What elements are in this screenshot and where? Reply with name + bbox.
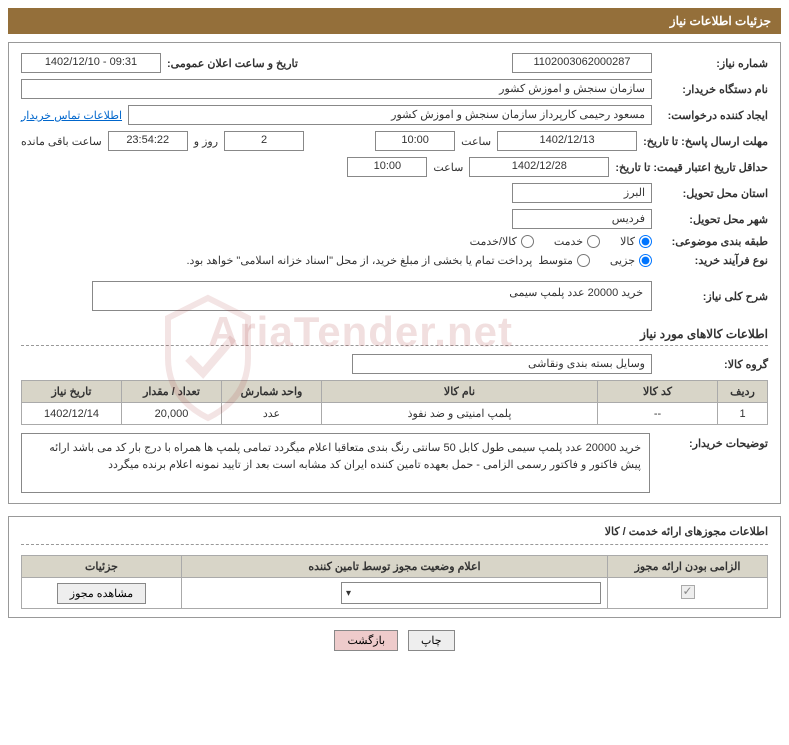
process-medium-radio[interactable]: متوسط: [538, 254, 590, 267]
remaining-label: ساعت باقی مانده: [21, 135, 102, 148]
view-license-button[interactable]: مشاهده مجوز: [57, 583, 146, 604]
city-label: شهر محل تحویل:: [658, 213, 768, 226]
need-number-label: شماره نیاز:: [658, 57, 768, 70]
th-code: کد کالا: [598, 381, 718, 403]
cell-unit: عدد: [222, 403, 322, 425]
process-note: پرداخت تمام یا بخشی از مبلغ خرید، از محل…: [187, 254, 533, 267]
license-panel: اطلاعات مجوزهای ارائه خدمت / کالا الزامی…: [8, 516, 781, 618]
category-goods-radio[interactable]: کالا: [620, 235, 652, 248]
required-checkbox: [681, 585, 695, 599]
time-label-2: ساعت: [433, 161, 463, 174]
radio-medium-label: متوسط: [538, 254, 573, 267]
cell-qty: 20,000: [122, 403, 222, 425]
category-label: طبقه بندی موضوعی:: [658, 235, 768, 248]
response-deadline-label: مهلت ارسال پاسخ: تا تاریخ:: [643, 135, 768, 148]
process-small-radio[interactable]: جزیی: [610, 254, 652, 267]
need-number-value: 1102003062000287: [512, 53, 652, 73]
buyer-desc-label: توضیحات خریدار:: [658, 433, 768, 450]
requester-label: ایجاد کننده درخواست:: [658, 109, 768, 122]
th-qty: تعداد / مقدار: [122, 381, 222, 403]
days-and-label: روز و: [194, 135, 218, 148]
province-value: البرز: [512, 183, 652, 203]
cell-idx: 1: [718, 403, 768, 425]
summary-label: شرح کلی نیاز:: [658, 290, 768, 303]
requester-value: مسعود رحیمی کارپرداز سازمان سنجش و اموزش…: [128, 105, 652, 125]
cell-date: 1402/12/14: [22, 403, 122, 425]
buyer-org-value: سازمان سنجش و اموزش کشور: [21, 79, 652, 99]
panel-header: جزئیات اطلاعات نیاز: [8, 8, 781, 34]
validity-date: 1402/12/28: [469, 157, 609, 177]
group-value: وسایل بسته بندی ونقاشی: [352, 354, 652, 374]
province-label: استان محل تحویل:: [658, 187, 768, 200]
license-section-title: اطلاعات مجوزهای ارائه خدمت / کالا: [21, 525, 768, 545]
radio-goods-label: کالا: [620, 235, 635, 248]
license-table: الزامی بودن ارائه مجوز اعلام وضعیت مجوز …: [21, 555, 768, 609]
lic-required-cell: [608, 578, 768, 609]
process-label: نوع فرآیند خرید:: [658, 254, 768, 267]
th-name: نام کالا: [322, 381, 598, 403]
radio-both-label: کالا/خدمت: [470, 235, 517, 248]
buyer-desc-box: خرید 20000 عدد پلمپ سیمی طول کابل 50 سان…: [21, 433, 650, 493]
lic-th-required: الزامی بودن ارائه مجوز: [608, 556, 768, 578]
goods-table: ردیف کد کالا نام کالا واحد شمارش تعداد /…: [21, 380, 768, 425]
lic-status-cell: ▾: [182, 578, 608, 609]
response-time: 10:00: [375, 131, 455, 151]
group-label: گروه کالا:: [658, 358, 768, 371]
th-unit: واحد شمارش: [222, 381, 322, 403]
announce-label: تاریخ و ساعت اعلان عمومی:: [167, 57, 298, 70]
main-panel: شماره نیاز: 1102003062000287 تاریخ و ساع…: [8, 42, 781, 504]
cell-code: --: [598, 403, 718, 425]
days-remaining: 2: [224, 131, 304, 151]
goods-section-title: اطلاعات کالاهای مورد نیاز: [21, 321, 768, 346]
lic-detail-cell: مشاهده مجوز: [22, 578, 182, 609]
response-date: 1402/12/13: [497, 131, 637, 151]
validity-label: حداقل تاریخ اعتبار قیمت: تا تاریخ:: [615, 161, 768, 174]
cell-name: پلمپ امنیتی و ضد نفوذ: [322, 403, 598, 425]
footer-buttons: چاپ بازگشت: [8, 630, 781, 651]
radio-small[interactable]: [639, 254, 652, 267]
radio-medium[interactable]: [577, 254, 590, 267]
back-button[interactable]: بازگشت: [334, 630, 398, 651]
radio-service[interactable]: [587, 235, 600, 248]
radio-small-label: جزیی: [610, 254, 635, 267]
validity-time: 10:00: [347, 157, 427, 177]
city-value: فردیس: [512, 209, 652, 229]
print-button[interactable]: چاپ: [408, 630, 455, 651]
buyer-org-label: نام دستگاه خریدار:: [658, 83, 768, 96]
status-select[interactable]: ▾: [341, 582, 601, 604]
announce-value: 1402/12/10 - 09:31: [21, 53, 161, 73]
radio-both[interactable]: [521, 235, 534, 248]
buyer-contact-link[interactable]: اطلاعات تماس خریدار: [21, 109, 122, 122]
category-service-radio[interactable]: خدمت: [554, 235, 600, 248]
chevron-down-icon: ▾: [346, 588, 351, 599]
th-row: ردیف: [718, 381, 768, 403]
lic-th-detail: جزئیات: [22, 556, 182, 578]
summary-box: خرید 20000 عدد پلمپ سیمی: [92, 281, 652, 311]
table-row: 1 -- پلمپ امنیتی و ضد نفوذ عدد 20,000 14…: [22, 403, 768, 425]
th-date: تاریخ نیاز: [22, 381, 122, 403]
license-row: ▾ مشاهده مجوز: [22, 578, 768, 609]
radio-service-label: خدمت: [554, 235, 583, 248]
lic-th-status: اعلام وضعیت مجوز توسط تامین کننده: [182, 556, 608, 578]
panel-title: جزئیات اطلاعات نیاز: [670, 14, 771, 28]
radio-goods[interactable]: [639, 235, 652, 248]
countdown-time: 23:54:22: [108, 131, 188, 151]
time-label-1: ساعت: [461, 135, 491, 148]
category-both-radio[interactable]: کالا/خدمت: [470, 235, 534, 248]
